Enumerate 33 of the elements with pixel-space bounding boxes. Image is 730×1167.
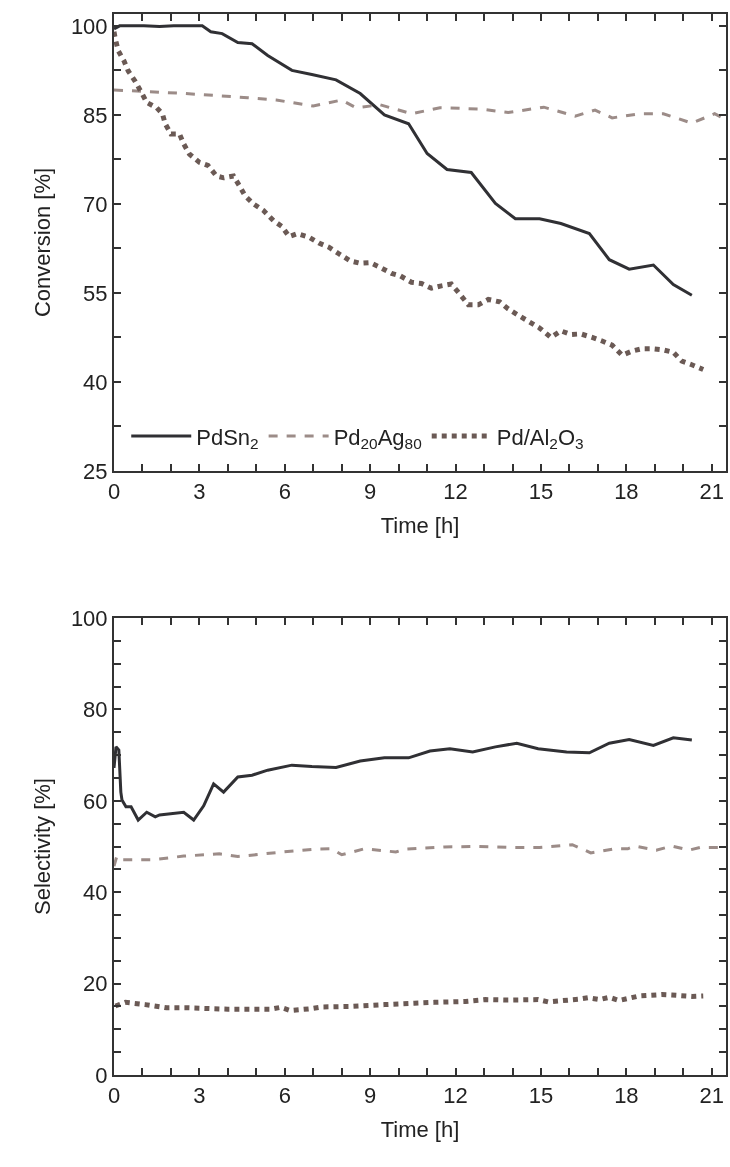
x-tick-label: 15 — [528, 479, 554, 505]
legend-label: Pd/Al$_{2}$O$_{3}$ — [496, 424, 584, 453]
y-axis-title: Conversion [%] — [30, 167, 56, 318]
y-tick-label: 40 — [83, 879, 108, 905]
x-tick-label: 9 — [364, 479, 377, 505]
y-tick-label: 70 — [83, 191, 108, 217]
x-axis-title: Time [h] — [380, 1116, 460, 1142]
x-tick-label: 18 — [614, 479, 639, 505]
y-tick-label: 100 — [70, 605, 108, 631]
legend-label: PdSn$_{2}$ — [196, 424, 259, 453]
x-tick-label: 3 — [193, 1083, 206, 1109]
x-tick-label: 21 — [699, 479, 725, 505]
x-tick-label: 6 — [278, 479, 291, 505]
y-tick-label: 25 — [83, 458, 108, 484]
y-tick-label: 85 — [83, 102, 108, 128]
x-tick-label: 15 — [528, 1083, 554, 1109]
y-tick-label: 0 — [95, 1062, 108, 1088]
x-tick-label: 18 — [614, 1083, 639, 1109]
x-tick-label: 3 — [193, 479, 206, 505]
y-tick-label: 20 — [83, 971, 108, 997]
y-tick-label: 60 — [83, 788, 108, 814]
y-tick-label: 40 — [83, 369, 108, 395]
legend-label: Pd$_{20}$Ag$_{80}$ — [333, 424, 422, 453]
x-tick-label: 12 — [443, 1083, 468, 1109]
y-tick-label: 100 — [70, 13, 108, 39]
x-tick-label: 9 — [364, 1083, 377, 1109]
y-axis-title: Selectivity [%] — [30, 778, 56, 915]
x-tick-label: 21 — [699, 1083, 725, 1109]
y-tick-label: 55 — [83, 280, 108, 306]
x-tick-label: 6 — [278, 1083, 291, 1109]
x-tick-label: 12 — [443, 479, 468, 505]
y-tick-label: 80 — [83, 697, 108, 723]
x-axis-title: Time [h] — [380, 512, 460, 538]
